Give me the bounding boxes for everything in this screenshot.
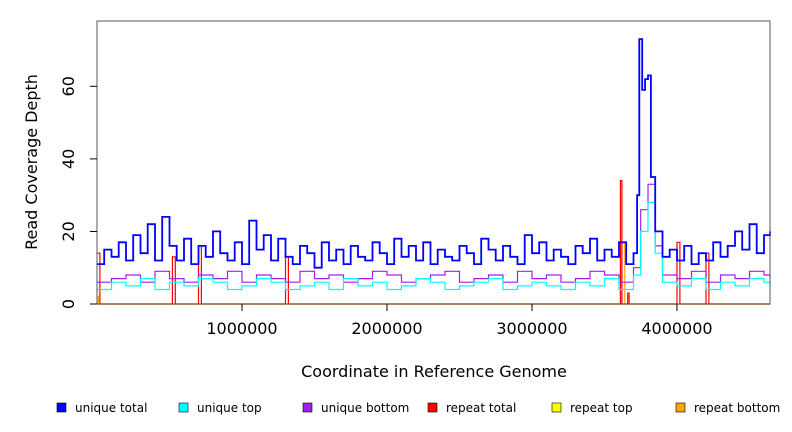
x-tick-label: 2000000 [351,319,422,338]
legend-swatch [551,402,562,413]
y-tick-label: 0 [59,299,78,309]
legend-label: repeat total [446,401,516,415]
legend-label: repeat bottom [694,401,780,415]
legend-swatch [427,402,438,413]
series-line-unique-total [97,38,771,269]
x-tick-label: 4000000 [641,319,712,338]
legend-label: unique total [75,401,147,415]
series-line-unique-top [97,201,771,291]
legend-swatch [302,402,313,413]
legend-swatch [178,402,189,413]
x-tick-label: 1000000 [206,319,277,338]
y-axis-title: Read Coverage Depth [22,74,41,250]
y-tick-label: 60 [59,76,78,96]
series-layer [97,38,771,305]
legend: unique total unique top unique bottom repea… [56,401,780,415]
y-tick-label: 20 [59,221,78,241]
legend-label: repeat top [570,401,633,415]
legend-label: unique bottom [321,401,409,415]
legend-swatch [675,402,686,413]
y-tick-label: 40 [59,149,78,169]
x-axis-title: Coordinate in Reference Genome [301,362,567,381]
legend-swatch [56,402,67,413]
plot-frame [96,20,771,305]
y-axis: 0 20 40 60 [59,76,97,309]
x-axis: 1000000 2000000 3000000 4000000 [206,304,713,338]
x-tick-label: 3000000 [496,319,567,338]
legend-label: unique top [197,401,262,415]
